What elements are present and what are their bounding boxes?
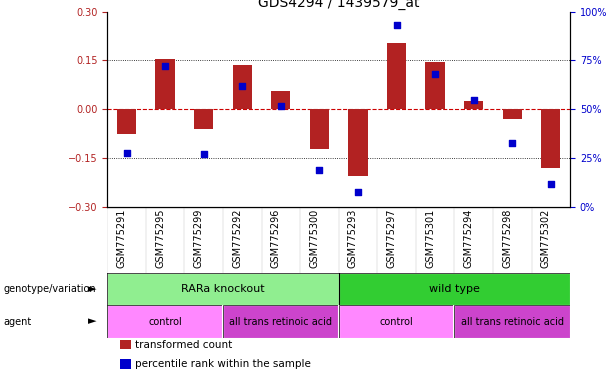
- Bar: [503, 109, 522, 119]
- Text: GSM775295: GSM775295: [155, 209, 165, 268]
- Point: [469, 96, 479, 103]
- Text: GSM775298: GSM775298: [502, 209, 512, 268]
- Text: ►: ►: [88, 284, 96, 294]
- Text: GSM775302: GSM775302: [541, 209, 551, 268]
- Text: control: control: [148, 316, 182, 327]
- Text: GSM775300: GSM775300: [310, 209, 319, 268]
- Text: transformed count: transformed count: [135, 340, 232, 350]
- Text: GSM775294: GSM775294: [463, 209, 474, 268]
- Bar: [232, 65, 252, 109]
- Text: GSM775292: GSM775292: [232, 209, 242, 268]
- Point: [353, 189, 363, 195]
- Bar: [310, 109, 329, 149]
- Text: percentile rank within the sample: percentile rank within the sample: [135, 359, 311, 369]
- Point: [430, 71, 440, 77]
- Bar: [223, 305, 338, 338]
- Text: GSM775291: GSM775291: [116, 209, 126, 268]
- Bar: [425, 62, 445, 109]
- Text: GSM775293: GSM775293: [348, 209, 358, 268]
- Point: [392, 22, 402, 28]
- Text: GSM775296: GSM775296: [271, 209, 281, 268]
- Text: GSM775297: GSM775297: [387, 209, 397, 268]
- Bar: [541, 109, 560, 168]
- Text: wild type: wild type: [429, 284, 480, 294]
- Text: genotype/variation: genotype/variation: [3, 284, 96, 294]
- Point: [237, 83, 247, 89]
- Bar: [156, 59, 175, 109]
- Title: GDS4294 / 1439579_at: GDS4294 / 1439579_at: [258, 0, 419, 10]
- Text: all trans retinoic acid: all trans retinoic acid: [461, 316, 564, 327]
- Bar: [194, 109, 213, 129]
- Bar: [338, 305, 454, 338]
- Text: agent: agent: [3, 316, 31, 327]
- Point: [508, 140, 517, 146]
- Bar: [464, 101, 483, 109]
- Bar: [387, 43, 406, 109]
- Point: [546, 181, 556, 187]
- Point: [121, 149, 131, 156]
- Text: GSM775299: GSM775299: [194, 209, 204, 268]
- Text: control: control: [379, 316, 413, 327]
- Bar: [338, 273, 570, 305]
- Point: [276, 103, 286, 109]
- Point: [160, 63, 170, 70]
- Text: all trans retinoic acid: all trans retinoic acid: [229, 316, 332, 327]
- Bar: [107, 305, 223, 338]
- Bar: [107, 273, 338, 305]
- Text: RARa knockout: RARa knockout: [181, 284, 265, 294]
- Bar: [117, 109, 136, 134]
- Text: ►: ►: [88, 316, 96, 327]
- Bar: [454, 305, 570, 338]
- Bar: [348, 109, 368, 176]
- Bar: [271, 91, 291, 109]
- Point: [314, 167, 324, 173]
- Point: [199, 151, 208, 157]
- Text: GSM775301: GSM775301: [425, 209, 435, 268]
